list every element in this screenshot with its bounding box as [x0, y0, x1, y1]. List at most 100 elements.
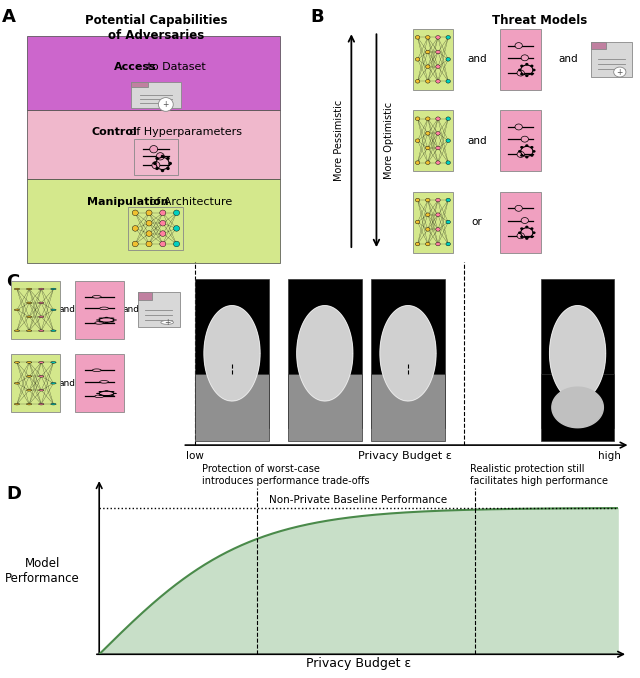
Text: +: + — [164, 318, 170, 327]
FancyBboxPatch shape — [27, 37, 280, 111]
Circle shape — [99, 395, 102, 396]
Text: Protection of worst-case
introduces performance trade-offs: Protection of worst-case introduces perf… — [202, 464, 369, 486]
FancyBboxPatch shape — [138, 292, 180, 327]
Polygon shape — [550, 306, 605, 401]
Circle shape — [51, 330, 56, 332]
Circle shape — [532, 150, 536, 153]
Circle shape — [26, 302, 32, 304]
FancyBboxPatch shape — [541, 374, 614, 441]
Circle shape — [426, 146, 430, 150]
Circle shape — [168, 162, 172, 165]
Circle shape — [426, 35, 430, 39]
FancyBboxPatch shape — [131, 81, 148, 87]
Circle shape — [436, 132, 440, 135]
Circle shape — [446, 198, 451, 202]
Text: of Architecture: of Architecture — [146, 197, 232, 207]
Circle shape — [436, 117, 440, 121]
Circle shape — [104, 317, 108, 318]
Circle shape — [99, 317, 102, 319]
Circle shape — [532, 231, 536, 234]
Circle shape — [153, 162, 157, 165]
Text: and: and — [123, 305, 140, 315]
FancyBboxPatch shape — [371, 374, 445, 441]
Circle shape — [14, 330, 20, 332]
Circle shape — [38, 376, 44, 377]
Circle shape — [92, 369, 101, 372]
Text: and: and — [59, 305, 76, 315]
Circle shape — [426, 50, 430, 54]
Text: B: B — [310, 9, 324, 26]
Circle shape — [436, 198, 440, 202]
Circle shape — [525, 63, 529, 66]
FancyBboxPatch shape — [11, 355, 60, 412]
Text: C: C — [6, 273, 20, 291]
Circle shape — [38, 403, 44, 405]
Circle shape — [436, 242, 440, 246]
Circle shape — [436, 213, 440, 216]
Circle shape — [415, 242, 420, 246]
Circle shape — [14, 361, 20, 363]
Circle shape — [426, 213, 430, 216]
Text: Control of Hyperparameters: Control of Hyperparameters — [0, 677, 1, 678]
Circle shape — [51, 382, 56, 384]
Circle shape — [525, 226, 529, 228]
Text: low: low — [186, 451, 204, 460]
Circle shape — [520, 154, 524, 157]
Circle shape — [26, 316, 32, 317]
Circle shape — [38, 288, 44, 290]
FancyBboxPatch shape — [288, 279, 362, 428]
Circle shape — [26, 376, 32, 377]
Circle shape — [26, 389, 32, 391]
FancyBboxPatch shape — [75, 355, 124, 412]
Text: and: and — [467, 136, 486, 146]
Circle shape — [446, 161, 451, 165]
Circle shape — [518, 68, 522, 71]
Circle shape — [530, 73, 534, 75]
Circle shape — [415, 58, 420, 61]
Circle shape — [446, 58, 451, 61]
Circle shape — [517, 70, 524, 76]
Circle shape — [156, 167, 159, 170]
Circle shape — [415, 117, 420, 121]
Circle shape — [426, 198, 430, 202]
FancyBboxPatch shape — [500, 29, 541, 90]
Circle shape — [99, 391, 102, 392]
Circle shape — [104, 322, 108, 323]
Circle shape — [26, 288, 32, 290]
Text: to Dataset: to Dataset — [143, 62, 205, 72]
Circle shape — [51, 361, 56, 363]
Circle shape — [173, 241, 180, 247]
Text: A: A — [2, 9, 15, 26]
Polygon shape — [297, 306, 353, 401]
Circle shape — [14, 403, 20, 405]
Circle shape — [520, 146, 524, 148]
Circle shape — [51, 403, 56, 405]
Text: of Hyperparameters: of Hyperparameters — [126, 127, 242, 137]
Circle shape — [415, 79, 420, 83]
Circle shape — [160, 220, 166, 226]
Circle shape — [113, 319, 117, 321]
Circle shape — [160, 231, 166, 237]
Circle shape — [150, 146, 157, 153]
Circle shape — [92, 296, 101, 298]
Circle shape — [525, 75, 529, 77]
Circle shape — [96, 319, 100, 321]
Circle shape — [426, 65, 430, 68]
Polygon shape — [380, 306, 436, 401]
Circle shape — [426, 132, 430, 135]
FancyBboxPatch shape — [500, 192, 541, 253]
Circle shape — [95, 321, 104, 324]
Circle shape — [173, 210, 180, 216]
Circle shape — [26, 361, 32, 363]
FancyBboxPatch shape — [591, 41, 632, 77]
FancyBboxPatch shape — [288, 374, 362, 441]
Circle shape — [38, 302, 44, 304]
Circle shape — [14, 288, 20, 290]
Text: More Pessimistic: More Pessimistic — [334, 100, 344, 181]
Text: and: and — [558, 54, 577, 64]
FancyBboxPatch shape — [371, 279, 445, 428]
Text: Access to Dataset: Access to Dataset — [0, 677, 1, 678]
Text: Access to Dataset: Access to Dataset — [0, 677, 1, 678]
Circle shape — [436, 79, 440, 83]
Circle shape — [415, 35, 420, 39]
